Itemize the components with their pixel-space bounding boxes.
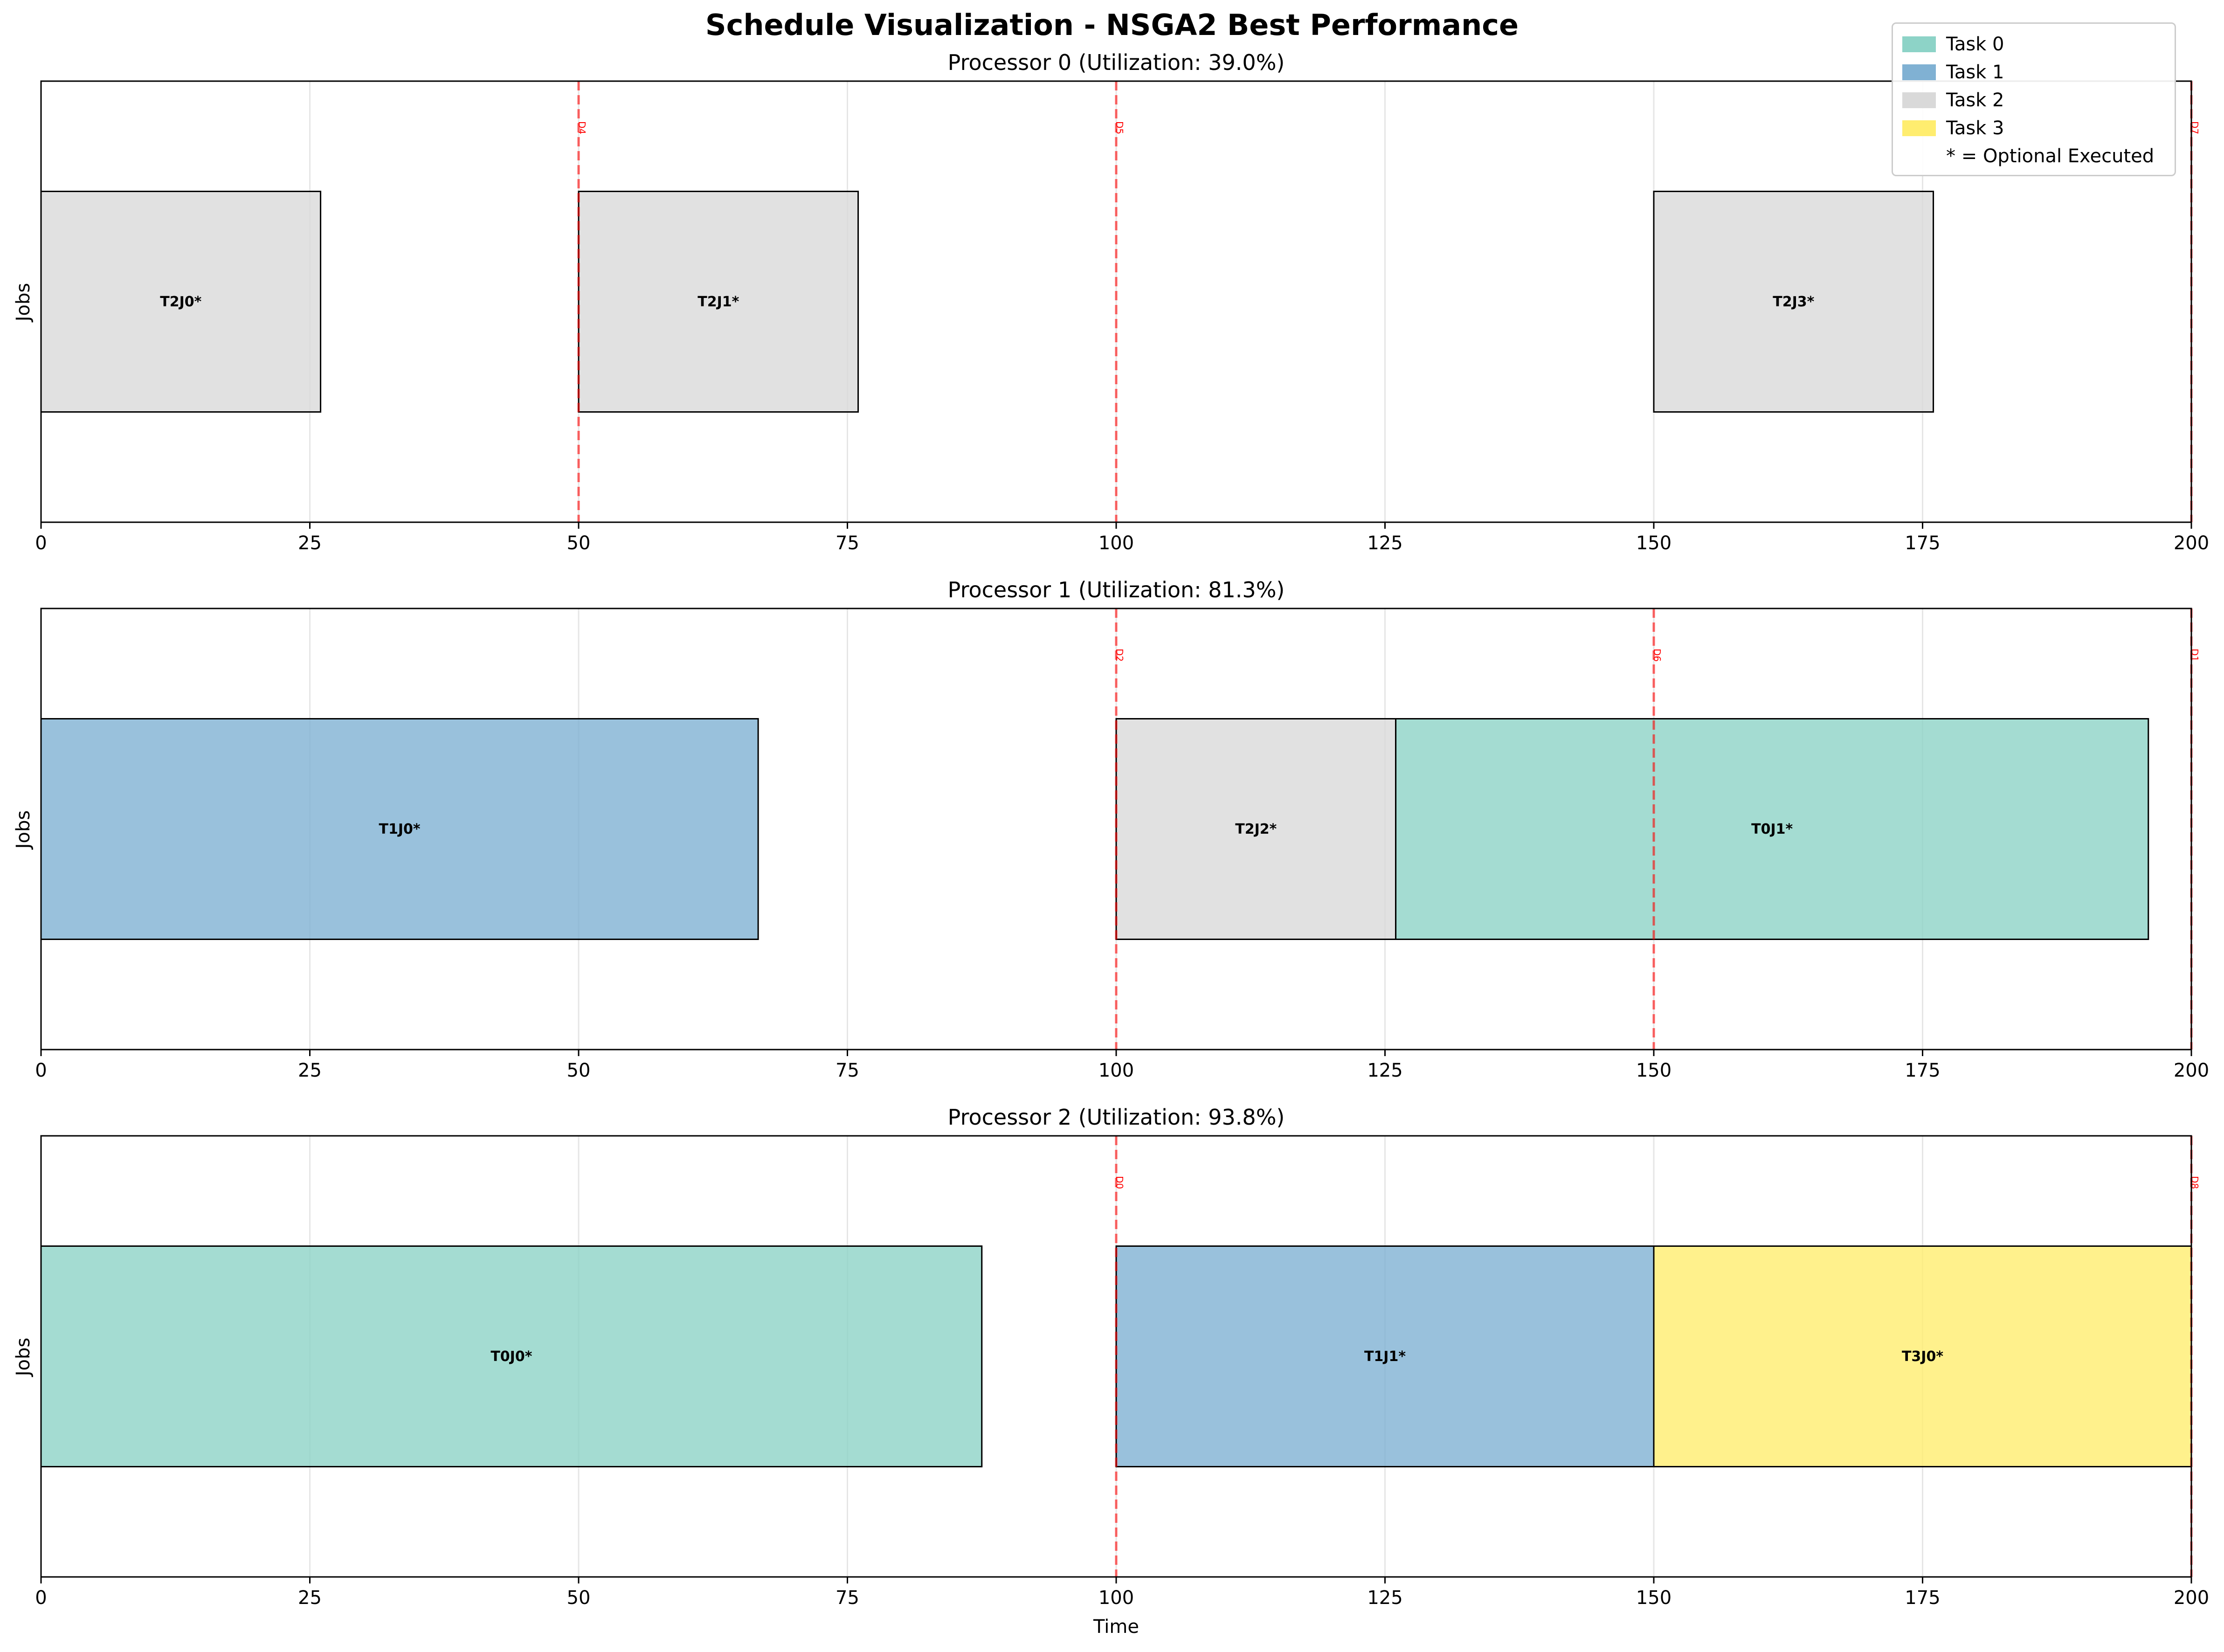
legend-label: Task 1 <box>1946 62 2004 83</box>
deadline-label: D4 <box>576 121 587 134</box>
job-label: T2J3* <box>1773 294 1814 310</box>
legend-item: Task 1 <box>1902 58 2165 86</box>
legend-swatch <box>1902 120 1936 136</box>
x-tick-label: 75 <box>836 1060 859 1081</box>
job-bar <box>1653 191 1934 413</box>
legend-swatch <box>1902 92 1936 108</box>
x-tick-label: 150 <box>1636 532 1671 554</box>
job-label: T2J0* <box>160 294 201 310</box>
job-bar <box>1653 1245 2192 1467</box>
job-bar <box>40 718 759 940</box>
x-tick-label: 50 <box>567 1060 591 1081</box>
job-label: T0J1* <box>1751 821 1793 837</box>
x-tick-label: 200 <box>2174 1060 2209 1081</box>
x-tick-label: 150 <box>1636 1060 1671 1081</box>
legend-swatch <box>1902 148 1936 164</box>
x-tick-label: 200 <box>2174 1587 2209 1609</box>
x-tick-label: 125 <box>1367 532 1402 554</box>
x-tick-label: 175 <box>1905 1060 1940 1081</box>
x-tick-label: 25 <box>298 532 322 554</box>
x-tick-label: 150 <box>1636 1587 1671 1609</box>
x-tick-label: 25 <box>298 1060 322 1081</box>
x-axis-label: Time <box>1093 1616 1139 1638</box>
job-bar <box>1115 718 1397 940</box>
legend: Task 0 Task 1 Task 2 Task 3 * = Optional Exe… <box>1892 22 2176 176</box>
deadline-label: D6 <box>1651 649 1663 662</box>
x-tick-label: 75 <box>836 1587 859 1609</box>
x-tick-label: 50 <box>567 532 591 554</box>
legend-swatch <box>1902 36 1936 52</box>
job-label: T1J1* <box>1364 1348 1406 1365</box>
legend-item: Task 0 <box>1902 30 2165 58</box>
x-tick-label: 0 <box>35 1587 47 1609</box>
x-tick-label: 175 <box>1905 1587 1940 1609</box>
processor-1-title: Processor 1 (Utilization: 81.3%) <box>947 577 1285 602</box>
job-bar <box>40 1245 983 1467</box>
job-bar <box>578 191 859 413</box>
job-label: T0J0* <box>490 1348 532 1365</box>
x-tick-label: 0 <box>35 532 47 554</box>
x-tick-label: 50 <box>567 1587 591 1609</box>
x-tick-label: 100 <box>1098 532 1134 554</box>
job-bar <box>1115 1245 1655 1467</box>
x-tick-label: 175 <box>1905 532 1940 554</box>
x-tick-label: 25 <box>298 1587 322 1609</box>
chart-title: Schedule Visualization - NSGA2 Best Perf… <box>705 8 1519 42</box>
legend-label: Task 3 <box>1946 118 2004 139</box>
x-tick-label: 75 <box>836 532 859 554</box>
processor-0-title: Processor 0 (Utilization: 39.0%) <box>947 50 1285 75</box>
job-bar <box>40 191 322 413</box>
deadline-label: D0 <box>1114 1176 1125 1189</box>
x-tick-label: 100 <box>1098 1060 1134 1081</box>
job-label: T3J0* <box>1902 1348 1943 1365</box>
processor-2-title: Processor 2 (Utilization: 93.8%) <box>947 1105 1285 1130</box>
x-tick-label: 0 <box>35 1060 47 1081</box>
job-label: T1J0* <box>379 821 421 837</box>
x-tick-label: 125 <box>1367 1060 1402 1081</box>
legend-label: Task 0 <box>1946 34 2004 55</box>
job-label: T2J2* <box>1235 821 1277 837</box>
legend-label: Task 2 <box>1946 90 2004 111</box>
x-tick-label: 125 <box>1367 1587 1402 1609</box>
deadline-label: D2 <box>1114 649 1125 662</box>
job-bar <box>1395 718 2149 940</box>
x-tick-label: 200 <box>2174 532 2209 554</box>
x-tick-label: 100 <box>1098 1587 1134 1609</box>
legend-swatch <box>1902 64 1936 80</box>
legend-item: Task 3 <box>1902 114 2165 142</box>
legend-label: * = Optional Executed <box>1946 145 2155 167</box>
job-label: T2J1* <box>698 294 739 310</box>
legend-item: Task 2 <box>1902 86 2165 114</box>
legend-item: * = Optional Executed <box>1902 142 2165 170</box>
deadline-label: D5 <box>1114 121 1125 134</box>
